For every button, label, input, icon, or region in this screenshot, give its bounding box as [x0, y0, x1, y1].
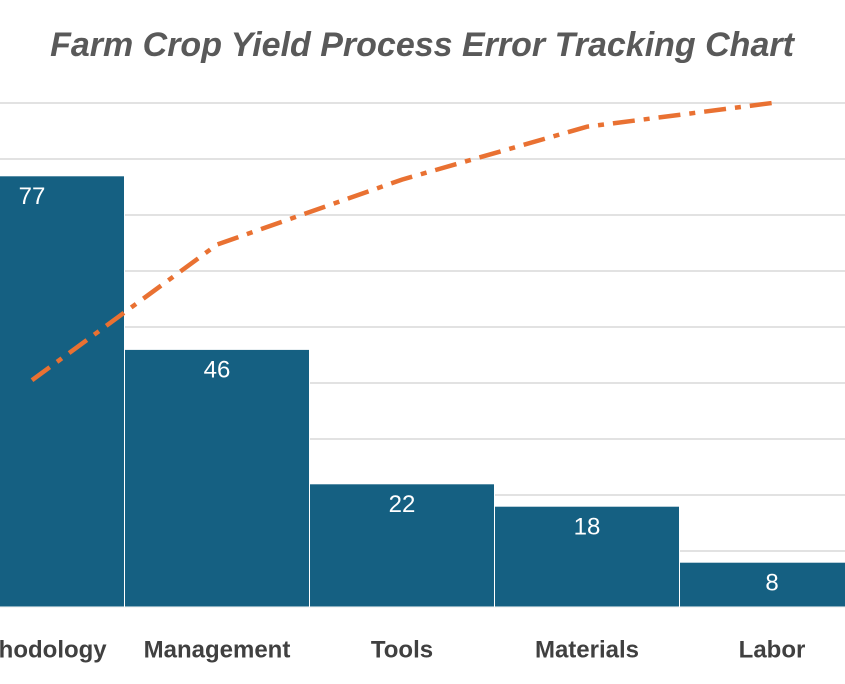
x-tick-label: Labor: [739, 636, 806, 663]
value-label: 8: [765, 570, 778, 597]
bar: [0, 175, 125, 608]
value-label: 46: [204, 357, 231, 384]
x-tick-label: Management: [144, 636, 291, 663]
x-tick-label: Tools: [371, 636, 433, 663]
value-label: 22: [389, 491, 416, 518]
bar: [124, 348, 310, 608]
bar: [494, 505, 680, 608]
x-tick-label: Materials: [535, 636, 639, 663]
cumulative-line: [30, 100, 773, 383]
value-label: 18: [574, 514, 601, 541]
bar: [309, 483, 495, 608]
x-tick-label: Methodology: [0, 636, 107, 663]
chart-title: Farm Crop Yield Process Error Tracking C…: [50, 26, 796, 64]
bar: [679, 561, 845, 608]
value-label: 77: [19, 183, 46, 210]
